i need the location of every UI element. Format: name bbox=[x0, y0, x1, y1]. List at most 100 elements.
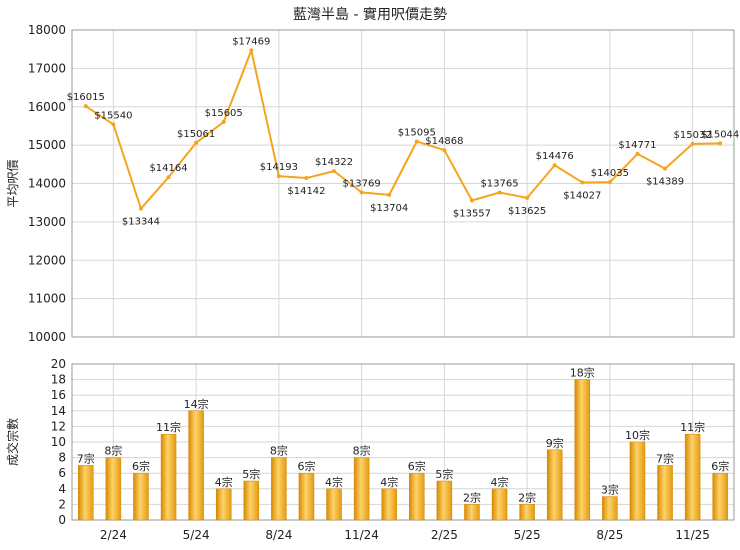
transaction-bar bbox=[215, 488, 232, 521]
price-point bbox=[304, 176, 309, 181]
transaction-bar bbox=[78, 465, 94, 521]
bar-y-axis-label: 成交宗數 bbox=[5, 418, 20, 466]
price-point bbox=[194, 140, 199, 145]
transaction-bar-label: 2宗 bbox=[518, 490, 536, 504]
transaction-bar bbox=[546, 449, 563, 521]
transaction-bar-label: 6宗 bbox=[132, 459, 150, 473]
transaction-bar-label: 3宗 bbox=[601, 483, 619, 497]
price-point-label: $13344 bbox=[122, 217, 160, 228]
price-point bbox=[525, 195, 530, 200]
transaction-bar-label: 11宗 bbox=[156, 420, 181, 434]
price-point-label: $15061 bbox=[177, 129, 215, 140]
transaction-bar-label: 8宗 bbox=[353, 444, 371, 458]
transaction-bar bbox=[712, 472, 728, 521]
price-point-label: $13769 bbox=[343, 178, 381, 189]
bar-x-tick-label: 2/25 bbox=[431, 528, 458, 542]
price-point-label: $15605 bbox=[205, 108, 243, 119]
price-point bbox=[249, 48, 254, 53]
transaction-bar-label: 2宗 bbox=[463, 490, 481, 504]
transaction-bar-label: 7宗 bbox=[656, 451, 674, 465]
price-point bbox=[111, 122, 116, 127]
price-point bbox=[552, 163, 557, 168]
transaction-bar bbox=[602, 496, 618, 521]
transaction-bar bbox=[629, 441, 646, 521]
transaction-bar-label: 4宗 bbox=[325, 475, 343, 489]
bar-y-tick-label: 6 bbox=[58, 466, 66, 480]
price-point-label: $14771 bbox=[618, 140, 656, 151]
bar-plot-frame bbox=[71, 363, 735, 521]
transaction-bar-label: 14宗 bbox=[184, 397, 209, 411]
transaction-bar bbox=[271, 457, 287, 521]
price-point-label: $13557 bbox=[453, 209, 491, 220]
line-y-tick-label: 13000 bbox=[28, 215, 66, 229]
bar-y-tick-label: 16 bbox=[51, 388, 66, 402]
line-y-tick-label: 11000 bbox=[28, 292, 66, 306]
price-point-label: $15032 bbox=[674, 130, 712, 141]
bar-x-tick-label: 5/25 bbox=[514, 528, 541, 542]
line-y-axis-label: 平均呎價 bbox=[6, 159, 20, 207]
bar-x-tick-label: 8/25 bbox=[596, 528, 623, 542]
transaction-bar bbox=[519, 504, 535, 521]
line-y-tick-label: 10000 bbox=[28, 330, 66, 344]
price-point-label: $14389 bbox=[646, 177, 684, 188]
price-point-label: $15095 bbox=[398, 127, 436, 138]
transaction-bar bbox=[409, 472, 425, 521]
bar-y-tick-label: 2 bbox=[58, 497, 66, 511]
transaction-bar-label: 6宗 bbox=[408, 459, 426, 473]
transaction-bar bbox=[684, 433, 701, 521]
price-point bbox=[718, 141, 723, 146]
price-point-label: $13625 bbox=[508, 206, 546, 217]
price-point-label: $14193 bbox=[260, 162, 298, 173]
line-y-tick-label: 17000 bbox=[28, 61, 66, 75]
line-plot-frame bbox=[71, 29, 735, 338]
transaction-bar-label: 6宗 bbox=[711, 459, 729, 473]
price-point-label: $14164 bbox=[149, 163, 187, 174]
price-series-line bbox=[85, 49, 721, 210]
price-point bbox=[663, 166, 668, 171]
bar-y-tick-label: 8 bbox=[58, 451, 66, 465]
bar-x-tick-label: 5/24 bbox=[183, 528, 210, 542]
bar-x-tick-label: 11/25 bbox=[675, 528, 710, 542]
bar-y-tick-label: 18 bbox=[51, 373, 66, 387]
transaction-bar bbox=[491, 488, 508, 521]
transaction-bar-label: 9宗 bbox=[546, 436, 564, 450]
transaction-bar-label: 10宗 bbox=[625, 428, 650, 442]
price-point-label: $17469 bbox=[232, 36, 270, 47]
price-point bbox=[387, 192, 392, 197]
price-point bbox=[138, 206, 143, 211]
transaction-bar-label: 8宗 bbox=[104, 444, 122, 458]
line-y-tick-label: 16000 bbox=[28, 100, 66, 114]
price-point-label: $14035 bbox=[591, 168, 629, 179]
line-y-tick-label: 15000 bbox=[28, 138, 66, 152]
transaction-bar bbox=[657, 465, 673, 521]
price-point bbox=[580, 180, 585, 185]
price-point bbox=[497, 190, 502, 195]
bar-y-tick-label: 20 bbox=[51, 357, 66, 371]
bar-x-tick-label: 11/24 bbox=[344, 528, 379, 542]
transaction-bar bbox=[464, 504, 480, 521]
price-point bbox=[221, 119, 226, 124]
price-point bbox=[166, 175, 171, 180]
line-panel: 10000 11000 12000 13000 14000 15000 16000 17000… bbox=[6, 23, 739, 344]
transaction-bar bbox=[105, 457, 122, 521]
price-point-label: $13765 bbox=[480, 179, 518, 190]
price-point-label: $14476 bbox=[536, 151, 574, 162]
price-point bbox=[469, 198, 474, 203]
price-point-label: $13704 bbox=[370, 203, 408, 214]
price-point bbox=[690, 141, 695, 146]
price-point-label: $14868 bbox=[425, 136, 463, 147]
transaction-bar-label: 4宗 bbox=[380, 475, 398, 489]
transaction-bar-label: 7宗 bbox=[77, 451, 95, 465]
bar-y-tick-label: 12 bbox=[51, 419, 66, 433]
transaction-bar-label: 8宗 bbox=[270, 444, 288, 458]
transaction-bar-label: 18宗 bbox=[570, 366, 595, 380]
transaction-bar bbox=[243, 480, 260, 521]
price-point-label: $16015 bbox=[67, 92, 105, 103]
price-point bbox=[635, 151, 640, 156]
transaction-bar-label: 4宗 bbox=[215, 475, 233, 489]
bar-y-tick-label: 14 bbox=[51, 404, 66, 418]
transaction-bar-label: 5宗 bbox=[435, 467, 453, 481]
transaction-bar bbox=[574, 379, 591, 521]
